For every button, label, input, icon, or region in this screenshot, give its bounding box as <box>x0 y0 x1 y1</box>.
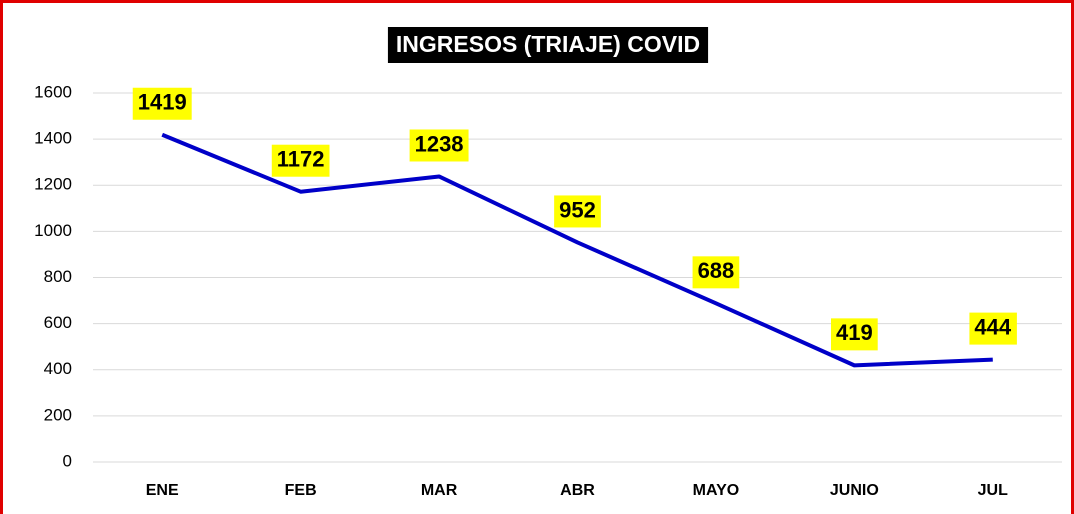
y-tick-label: 0 <box>63 451 72 470</box>
value-label-box <box>409 129 469 162</box>
value-label-box <box>692 256 740 289</box>
x-tick-label: ABR <box>560 482 595 499</box>
y-tick-label: 1400 <box>34 129 72 148</box>
value-label: 1172 <box>277 147 325 172</box>
value-label-box <box>554 195 601 228</box>
value-label: 952 <box>559 197 596 222</box>
title-box <box>387 27 709 63</box>
y-tick-label: 1000 <box>34 221 72 240</box>
x-tick-label: JUNIO <box>830 482 879 499</box>
value-label-box <box>969 312 1017 345</box>
line <box>161 132 993 368</box>
value-label: 688 <box>698 258 735 283</box>
value-label: 419 <box>836 320 873 345</box>
y-tick-label: 1600 <box>34 82 72 101</box>
value-label-box <box>132 87 192 120</box>
value-label: 444 <box>974 314 1011 339</box>
y-tick-label: 400 <box>44 359 72 378</box>
x-tick-label: MAR <box>421 482 458 499</box>
value-label-box <box>830 318 878 351</box>
value-label: 1238 <box>415 131 464 156</box>
chart-title: INGRESOS (TRIAJE) COVID <box>396 31 700 57</box>
value-label: 1419 <box>138 90 187 115</box>
x-tick-label: ENE <box>146 482 179 499</box>
value-label-box <box>271 144 330 177</box>
x-tick-label: JUL <box>978 482 1008 499</box>
y-tick-label: 600 <box>44 313 72 332</box>
y-tick-label: 200 <box>44 405 72 424</box>
x-tick-label: MAYO <box>693 482 740 499</box>
y-tick-label: 800 <box>44 267 72 286</box>
x-tick-label: FEB <box>285 482 317 499</box>
y-tick-label: 1200 <box>34 175 72 194</box>
